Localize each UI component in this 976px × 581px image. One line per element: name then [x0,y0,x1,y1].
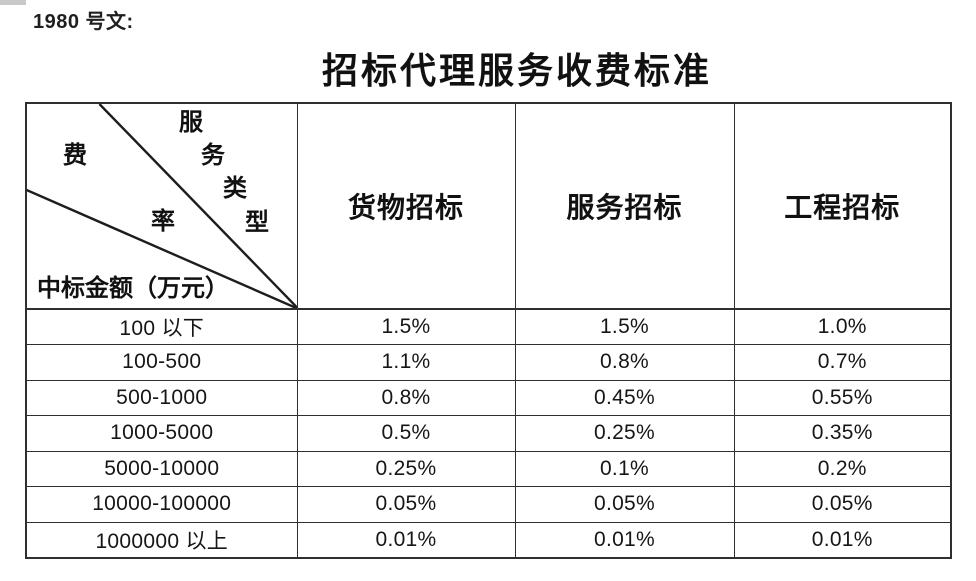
rate-cell: 0.05% [733,486,952,523]
rate-cell: 0.05% [514,486,735,523]
rate-cell: 0.25% [296,450,516,487]
table-row: 1000-5000 0.5% 0.25% 0.35% [25,415,952,452]
doc-number-label: 1980 号文: [33,11,134,33]
table-row: 5000-10000 0.25% 0.1% 0.2% [25,450,952,487]
row-label: 10000-100000 [25,486,298,523]
page-title: 招标代理服务收费标准 [321,51,712,91]
row-label: 1000-5000 [25,415,298,452]
diagonal-header-cell: 服 务 类 型 费 率 中标金额（万元） [25,102,298,310]
table-row: 100 以下 1.5% 1.5% 1.0% [25,308,952,345]
fee-standard-table: 服 务 类 型 费 率 中标金额（万元） 货物招标 服务招标 工程招标 100 … [25,102,952,559]
rate-cell: 0.45% [514,379,735,416]
column-header-engineering: 工程招标 [733,102,952,310]
rate-cell: 0.55% [733,379,952,416]
rate-cell: 0.2% [733,450,952,487]
fee-label-char: 率 [151,209,175,235]
rate-cell: 0.01% [296,521,516,558]
row-label: 500-1000 [25,379,298,416]
rate-cell: 0.8% [296,379,516,416]
rate-cell: 1.5% [514,308,735,345]
fee-label-char: 费 [63,143,87,169]
type-label-char: 服 [179,110,203,136]
row-label: 100 以下 [25,308,298,345]
table-row: 100-500 1.1% 0.8% 0.7% [25,344,952,381]
type-label-char: 类 [223,176,247,202]
scan-artifact [0,0,26,5]
rate-cell: 0.25% [514,415,735,452]
column-header-goods: 货物招标 [296,102,516,310]
row-label: 1000000 以上 [25,521,298,558]
row-label: 5000-10000 [25,450,298,487]
table-header-row: 服 务 类 型 费 率 中标金额（万元） 货物招标 服务招标 工程招标 [25,102,952,310]
diagonal-lines [27,104,296,307]
type-label-char: 务 [201,143,225,169]
row-label: 100-500 [25,344,298,381]
rate-cell: 0.8% [514,344,735,381]
rate-cell: 0.05% [296,486,516,523]
rate-cell: 0.7% [733,344,952,381]
amount-axis-label: 中标金额（万元） [37,276,229,302]
rate-cell: 0.01% [733,521,952,558]
table-row: 500-1000 0.8% 0.45% 0.55% [25,379,952,416]
column-header-services: 服务招标 [514,102,735,310]
rate-cell: 0.1% [514,450,735,487]
table-row: 1000000 以上 0.01% 0.01% 0.01% [25,521,952,558]
rate-cell: 0.35% [733,415,952,452]
rate-cell: 1.1% [296,344,516,381]
rate-cell: 1.0% [733,308,952,345]
rate-cell: 1.5% [296,308,516,345]
rate-cell: 0.5% [296,415,516,452]
type-label-char: 型 [245,210,269,236]
rate-cell: 0.01% [514,521,735,558]
table-row: 10000-100000 0.05% 0.05% 0.05% [25,486,952,523]
